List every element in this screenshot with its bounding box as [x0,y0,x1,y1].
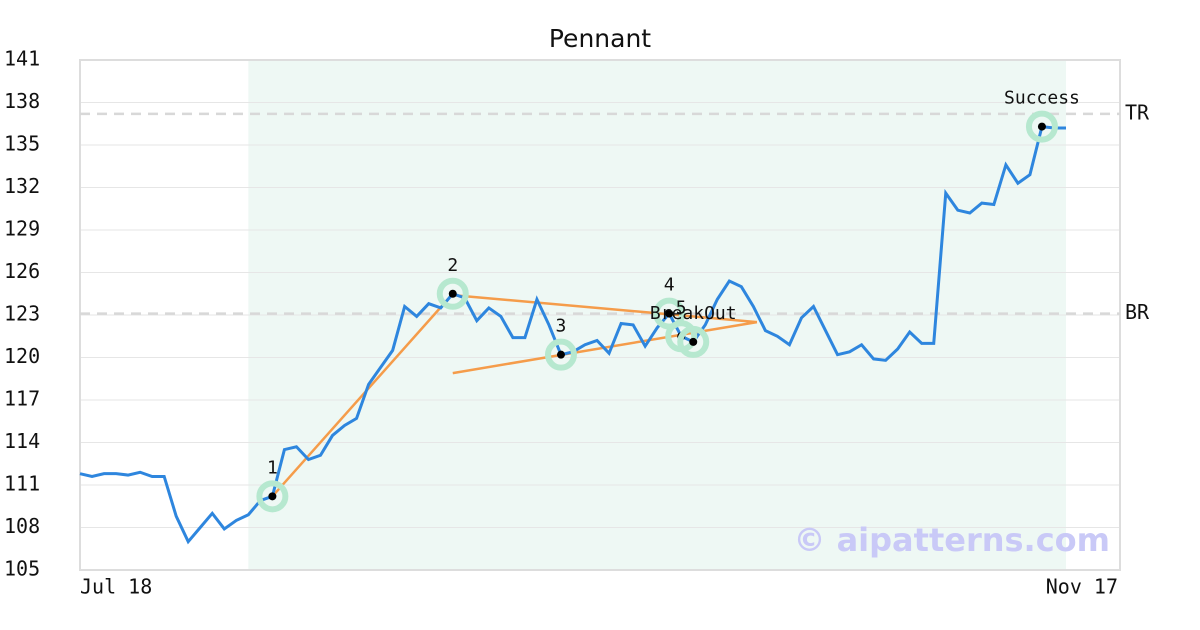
pattern-point [448,289,457,298]
trend-line [452,293,758,324]
y-tick-label: 135 [4,132,40,156]
y-tick-label: 117 [4,387,40,411]
y-tick-label: 123 [4,302,40,326]
pattern-point [665,309,674,318]
pattern-label: BreakOut [650,303,737,324]
y-tick-label: 120 [4,344,40,368]
pattern-label: 2 [447,255,458,276]
pattern-point-halo [256,480,289,513]
pattern-point-halo [544,338,577,371]
reference-label: BR [1125,300,1150,324]
reference-label: TR [1125,100,1150,124]
y-tick-label: 111 [4,472,40,496]
pattern-label: Success [1004,88,1080,109]
y-tick-label: 126 [4,259,40,283]
plot-frame [79,59,1121,571]
pattern-point-halo [1025,110,1058,143]
pattern-label: 5 [676,297,687,318]
pattern-label: 4 [664,275,675,296]
pattern-point [1037,122,1046,131]
x-tick-label: Jul 18 [80,575,152,599]
x-tick-label: Nov 17 [1046,575,1118,599]
y-tick-label: 138 [4,89,40,113]
y-tick-label: 141 [4,47,40,71]
pattern-label: 3 [556,316,567,337]
pattern-point [556,350,565,359]
watermark: © aipatterns.com [793,521,1110,559]
y-tick-label: 114 [4,429,40,453]
pattern-point-halo [677,325,710,358]
y-tick-label: 108 [4,514,40,538]
y-tick-label: 132 [4,174,40,198]
y-tick-label: 129 [4,217,40,241]
pattern-point-halo [436,277,469,310]
pattern-point [268,492,277,501]
pattern-label: 1 [267,457,278,478]
chart-title: Pennant [549,24,651,53]
y-tick-label: 105 [4,557,40,581]
trend-line [271,292,454,498]
pattern-point [689,337,698,346]
